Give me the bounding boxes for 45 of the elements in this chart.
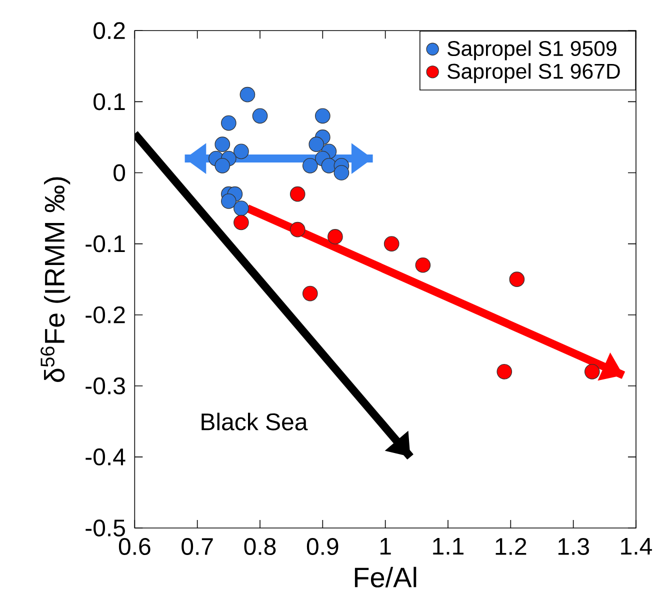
x-axis-title: Fe/Al bbox=[354, 566, 416, 588]
point bbox=[221, 194, 236, 209]
point bbox=[334, 165, 350, 180]
x-tick-label: 0.8 bbox=[244, 538, 276, 556]
y-tick-label: -0.4 bbox=[86, 448, 126, 466]
point bbox=[509, 272, 525, 287]
y-tick-label: 0 bbox=[114, 164, 126, 182]
y-tick-label: -0.5 bbox=[86, 519, 125, 536]
annotation: Black Sea bbox=[202, 412, 308, 430]
x-tick-label: 1.1 bbox=[433, 538, 464, 555]
legend-label: Sapropel S1 9509 bbox=[448, 40, 616, 60]
x-tick-label: 0.7 bbox=[182, 538, 213, 556]
point bbox=[240, 86, 256, 102]
x-tick-label: 1.3 bbox=[558, 538, 589, 556]
point bbox=[214, 158, 230, 174]
point bbox=[234, 214, 249, 230]
x-tick-label: 0.6 bbox=[118, 538, 150, 556]
point bbox=[234, 144, 249, 160]
point bbox=[415, 257, 431, 273]
y-axis-title: δ$^{56}$Fe (IRMM ‰) bbox=[40, 177, 70, 382]
x-tick-label: 0.9 bbox=[306, 538, 338, 556]
point bbox=[290, 186, 306, 202]
y-tick-label: -0.1 bbox=[86, 235, 125, 252]
point bbox=[314, 108, 330, 124]
point bbox=[328, 229, 343, 244]
x-tick-label: 1 bbox=[380, 538, 391, 555]
point bbox=[302, 158, 318, 174]
legend-label: Sapropel S1 967D bbox=[448, 63, 620, 84]
point bbox=[321, 158, 337, 174]
y-tick-label: 0.1 bbox=[94, 93, 125, 110]
point bbox=[221, 115, 236, 131]
point bbox=[252, 108, 268, 124]
point bbox=[384, 236, 400, 252]
y-tick-label: 0.2 bbox=[94, 22, 125, 40]
y-tick-label: -0.3 bbox=[86, 377, 125, 394]
y-tick-label: -0.2 bbox=[86, 306, 125, 324]
point bbox=[584, 364, 600, 380]
x-tick-label: 1.4 bbox=[621, 538, 652, 555]
point bbox=[302, 286, 318, 302]
point bbox=[496, 364, 512, 380]
point bbox=[308, 136, 324, 152]
point bbox=[234, 200, 249, 216]
point bbox=[290, 222, 306, 238]
point bbox=[214, 136, 230, 152]
x-tick-label: 1.2 bbox=[496, 538, 526, 555]
